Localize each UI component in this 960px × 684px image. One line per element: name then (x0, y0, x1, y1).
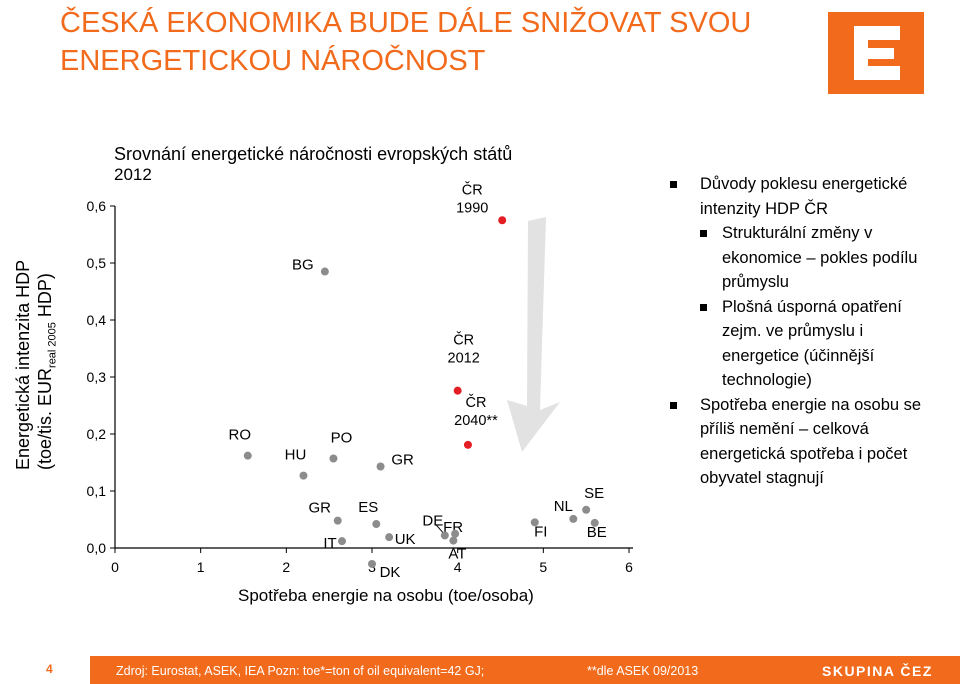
point-label: ES (358, 499, 378, 516)
y-tick-label: 0,6 (87, 198, 107, 214)
data-point (385, 533, 394, 542)
data-point (338, 537, 347, 546)
point-label: 2040** (454, 413, 498, 429)
data-point (299, 471, 308, 480)
x-tick-label: 5 (539, 559, 547, 575)
point-label: SE (584, 485, 604, 502)
point-label: GR (308, 500, 331, 517)
x-tick-label: 4 (454, 559, 462, 575)
bullet-1a: Strukturální změny v ekonomice – pokles … (664, 221, 944, 295)
label-leader-line (434, 523, 444, 533)
footer-bar: 4 Zdroj: Eurostat, ASEK, IEA Pozn: toe*=… (0, 656, 960, 684)
point-label: ČR (465, 394, 486, 411)
data-point (463, 440, 472, 449)
trend-arrow (507, 217, 560, 452)
data-point (530, 518, 539, 527)
data-point (440, 531, 449, 540)
data-point (498, 216, 507, 225)
y-tick-label: 0,2 (87, 426, 107, 442)
brand-name: SKUPINA ČEZ (822, 663, 933, 679)
data-point (449, 536, 458, 545)
x-tick-label: 2 (282, 559, 290, 575)
point-label: NL (554, 498, 573, 515)
y-tick-label: 0,3 (87, 369, 107, 385)
point-label: 1990 (456, 200, 488, 216)
data-point (590, 518, 599, 527)
bullet-1b: Plošná úsporná opatření zejm. ve průmysl… (664, 295, 944, 393)
cez-logo (828, 12, 924, 94)
point-label: FI (534, 523, 547, 540)
page-title: ČESKÁ EKONOMIKA BUDE DÁLE SNIŽOVAT SVOU … (60, 4, 751, 80)
point-label: UK (395, 531, 416, 548)
data-point (569, 514, 578, 523)
data-point (329, 454, 338, 463)
point-label: PO (331, 430, 353, 447)
point-label: DE (422, 512, 443, 529)
data-point (376, 462, 385, 471)
point-label: BG (292, 257, 314, 274)
title-line-1: ČESKÁ EKONOMIKA BUDE DÁLE SNIŽOVAT SVOU (60, 7, 752, 39)
y-tick-label: 0,0 (87, 540, 107, 556)
asek-note: **dle ASEK 09/2013 (587, 664, 699, 678)
point-label: 2012 (448, 351, 480, 367)
bullet-1: Důvody poklesu energetické intenzity HDP… (664, 172, 944, 221)
point-label: HU (285, 447, 307, 464)
data-point (320, 267, 329, 276)
point-label: ČR (453, 332, 474, 349)
data-point (333, 516, 342, 525)
chart-subtitle: 2012 (114, 165, 152, 184)
data-point (451, 529, 460, 538)
point-label: DK (380, 564, 401, 581)
data-point (582, 505, 591, 514)
x-tick-label: 6 (625, 559, 633, 575)
point-label: ČR (462, 181, 483, 198)
title-line-2: ENERGETICKOU NÁROČNOST (60, 45, 486, 77)
y-tick-label: 0,1 (87, 483, 107, 499)
bullet-2: Spotřeba energie na osobu se příliš nemě… (664, 393, 944, 491)
source-note: Zdroj: Eurostat, ASEK, IEA Pozn: toe*=to… (116, 664, 485, 678)
point-label: RO (229, 427, 252, 444)
point-label: IT (323, 535, 336, 552)
point-label: AT (448, 546, 466, 563)
y-tick-label: 0,5 (87, 255, 107, 271)
chart-title: Srovnání energetické náročnosti evropský… (114, 144, 513, 164)
x-tick-label: 0 (111, 559, 119, 575)
data-point (453, 386, 462, 395)
page-number: 4 (46, 662, 53, 676)
data-point (372, 520, 381, 529)
page-number-box: 4 (0, 656, 90, 684)
point-label: GR (391, 451, 414, 468)
data-point (368, 559, 376, 568)
y-tick-label: 0,4 (87, 312, 107, 328)
x-axis-title: Spotřeba energie na osobu (toe/osoba) (238, 586, 534, 605)
x-tick-label: 1 (197, 559, 205, 575)
data-point (243, 451, 252, 460)
point-label: BE (587, 524, 607, 541)
bullet-list: Důvody poklesu energetické intenzity HDP… (664, 172, 944, 491)
